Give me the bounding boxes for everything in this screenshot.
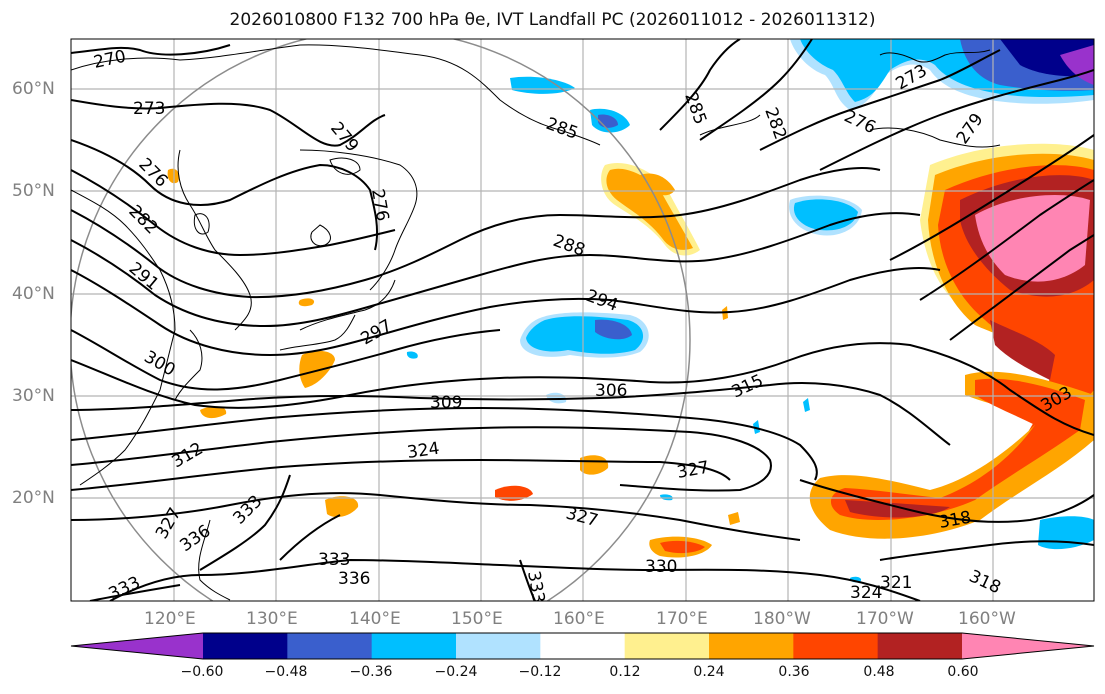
colorbar-extend-high [962, 633, 1094, 659]
colorbar-bin [877, 633, 963, 659]
colorbar-bin [624, 633, 710, 659]
colorbar-tick-label: −0.60 [180, 664, 224, 680]
contour-label: 321 [880, 573, 912, 593]
lon-label: 180°W [753, 609, 811, 629]
contour-label: 333 [523, 569, 548, 604]
radius-circle [71, 39, 691, 601]
colorbar-extend-low [71, 633, 203, 659]
theta-e-contours [71, 39, 1094, 601]
contour-label: 273 [133, 99, 165, 119]
lat-label: 20°N [12, 488, 55, 508]
contour-label: 291 [125, 259, 163, 295]
colorbar-bin [287, 633, 373, 659]
contour-label: 285 [543, 114, 580, 144]
map-frame [70, 38, 1095, 602]
shading-positive [167, 143, 1094, 558]
contour-label: 300 [141, 347, 179, 381]
contour-label: 333 [106, 573, 144, 605]
contour-label: 330 [645, 557, 677, 577]
contour-label: 333 [229, 491, 266, 528]
lon-label: 170°W [856, 609, 914, 629]
lat-label: 40°N [12, 284, 55, 304]
contour-label: 318 [937, 508, 972, 533]
contour-label: 276 [841, 106, 879, 138]
contour-label: 318 [966, 566, 1004, 598]
colorbar-bin [709, 633, 794, 659]
contour-label: 285 [680, 90, 710, 127]
contour-label: 324 [850, 583, 882, 603]
colorbar-bin [371, 633, 457, 659]
lat-label: 50°N [12, 181, 55, 201]
contour-label: 306 [595, 381, 627, 401]
contour-label: 309 [430, 393, 462, 413]
contour-label: 276 [367, 187, 392, 222]
lon-label: 160°E [553, 609, 605, 629]
contour-label: 324 [406, 439, 441, 463]
colorbar-tick-label: 0.48 [863, 664, 895, 680]
colorbar-tick-label: −0.48 [264, 664, 308, 680]
map-title: 2026010800 F132 700 hPa θe, IVT Landfall… [229, 10, 876, 30]
lon-label: 120°E [144, 609, 196, 629]
contour-label: 279 [326, 118, 362, 156]
colorbar-tick-label: −0.12 [518, 664, 562, 680]
colorbar-tick-label: −0.24 [434, 664, 478, 680]
coastlines [71, 44, 1001, 601]
lat-label: 30°N [12, 386, 55, 406]
contour-label: 279 [953, 110, 988, 148]
contour-label: 333 [318, 550, 350, 570]
colorbar-tick-label: 0.24 [693, 664, 725, 680]
colorbar-bin [540, 633, 626, 659]
contour-label: 294 [583, 286, 620, 316]
colorbar-tick-label: 0.60 [947, 664, 979, 680]
contour-label: 297 [358, 316, 396, 350]
graticule [71, 39, 1094, 601]
lat-label: 60°N [12, 79, 55, 99]
lon-label: 160°W [958, 609, 1016, 629]
colorbar-tick-label: −0.36 [349, 664, 393, 680]
contour-label: 276 [134, 154, 171, 191]
contour-label: 282 [760, 105, 790, 142]
colorbar-outline [70, 632, 1095, 660]
lon-label: 130°E [246, 609, 298, 629]
colorbar-bin [203, 633, 288, 659]
colorbar-bin [793, 633, 879, 659]
colorbar-tick-label: 0.36 [778, 664, 810, 680]
contour-label: 288 [550, 231, 587, 261]
contour-label: 327 [675, 458, 710, 483]
colorbar-bin [456, 633, 541, 659]
lon-label: 170°E [656, 609, 708, 629]
colorbar-tick-label: 0.12 [609, 664, 641, 680]
contour-label: 336 [338, 569, 370, 589]
lon-label: 140°E [349, 609, 401, 629]
colorbar [70, 632, 1095, 660]
lon-label: 150°E [451, 609, 503, 629]
contour-label: 327 [564, 504, 601, 532]
